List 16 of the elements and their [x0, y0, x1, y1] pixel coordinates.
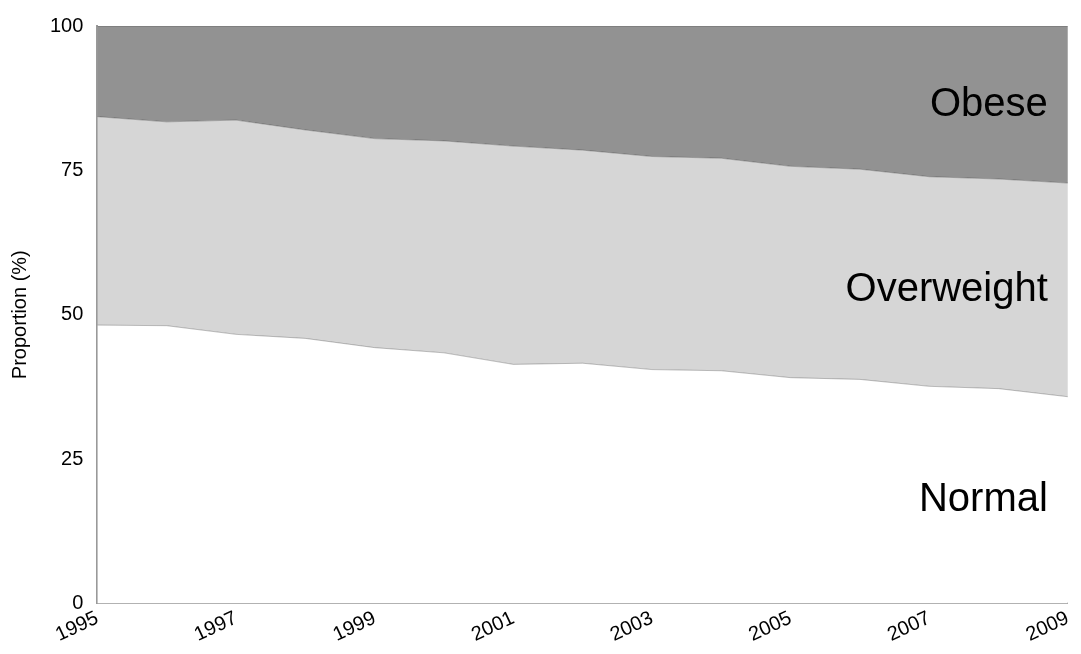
x-tick-label: 2005	[744, 606, 795, 645]
y-tick-label: 0	[72, 590, 84, 613]
series-label: Normal	[918, 475, 1048, 520]
x-tick-label: 1997	[190, 606, 241, 645]
y-axis-title: Proportion (%)	[7, 250, 30, 380]
x-tick-label: 2001	[467, 606, 518, 645]
series-label: Overweight	[845, 264, 1048, 309]
x-tick-label: 1999	[329, 606, 379, 645]
x-tick-label: 2003	[606, 606, 656, 645]
y-tick-label: 100	[49, 13, 84, 36]
x-tick-label: 2009	[1022, 606, 1072, 645]
y-tick-label: 25	[61, 446, 84, 469]
y-tick-label: 75	[61, 157, 84, 180]
y-tick-label: 50	[61, 302, 84, 325]
x-tick-label: 2007	[883, 606, 934, 645]
series-label: Obese	[930, 79, 1048, 124]
